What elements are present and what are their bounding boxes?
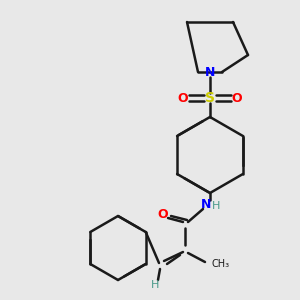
Text: H: H [151,280,159,290]
Text: CH₃: CH₃ [212,259,230,269]
Text: O: O [178,92,188,104]
Text: N: N [205,65,215,79]
Text: H: H [212,201,220,211]
Text: S: S [205,91,215,105]
Text: O: O [158,208,168,221]
Text: N: N [201,199,211,212]
Text: O: O [232,92,242,104]
